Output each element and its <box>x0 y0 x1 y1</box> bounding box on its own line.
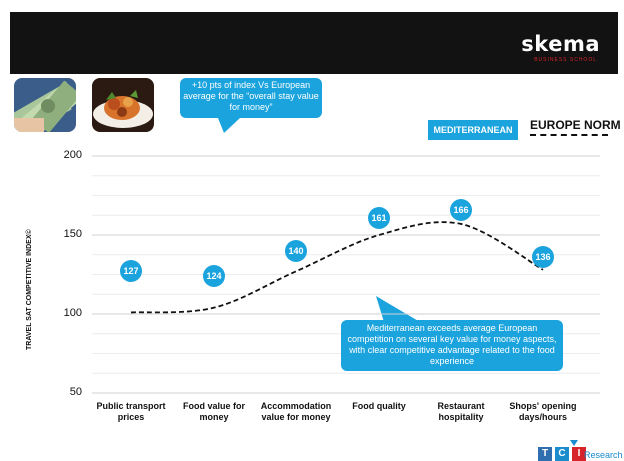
money-image <box>14 78 76 132</box>
tci-letter: C <box>555 447 569 461</box>
tci-research-label: Research <box>584 450 623 460</box>
legend-norm-line <box>530 134 608 136</box>
tci-triangle <box>570 440 578 446</box>
bottom-callout-text: Mediterranean exceeds average European c… <box>347 323 557 366</box>
y-tick-label: 100 <box>63 307 82 319</box>
y-tick-label: 150 <box>63 228 82 240</box>
x-category-label: Food value for money <box>182 401 245 422</box>
mediterranean-value-point: 136 <box>532 246 554 269</box>
top-callout-pointer <box>218 118 240 133</box>
x-category-label: Restaurant hospitality <box>437 401 485 422</box>
top-callout-text: +10 pts of index Vs European average for… <box>183 80 319 112</box>
money-photo <box>14 78 76 132</box>
mediterranean-value-point: 166 <box>450 198 472 221</box>
bottom-callout-pointer <box>376 296 420 322</box>
bottom-callout: Mediterranean exceeds average European c… <box>341 320 563 371</box>
top-callout: +10 pts of index Vs European average for… <box>180 78 322 118</box>
mediterranean-value-point: 140 <box>285 239 307 262</box>
y-tick-label: 200 <box>63 149 82 161</box>
x-category-label: Accommodation value for money <box>260 401 332 422</box>
skema-logo-subtitle: BUSINESS SCHOOL <box>534 57 597 63</box>
skema-logo: skema <box>521 32 600 56</box>
x-category-label: Public transport prices <box>96 401 166 422</box>
x-category-label: Food quality <box>352 401 406 411</box>
tci-letter: I <box>572 447 586 461</box>
x-category-label: Shops' opening days/hours <box>509 401 577 422</box>
food-image <box>92 78 154 132</box>
y-tick-label: 50 <box>69 386 82 398</box>
food-photo <box>92 78 154 132</box>
mediterranean-value-point: 161 <box>368 206 390 229</box>
legend-mediterranean: MEDITERRANEAN <box>428 120 518 140</box>
tci-letter: T <box>538 447 552 461</box>
legend-europe-norm: EUROPE NORM <box>530 118 621 132</box>
header-bar: skema BUSINESS SCHOOL <box>10 12 618 74</box>
mediterranean-value-point: 127 <box>120 260 142 283</box>
europe-norm-line <box>130 221 544 314</box>
mediterranean-value-point: 124 <box>203 265 225 288</box>
